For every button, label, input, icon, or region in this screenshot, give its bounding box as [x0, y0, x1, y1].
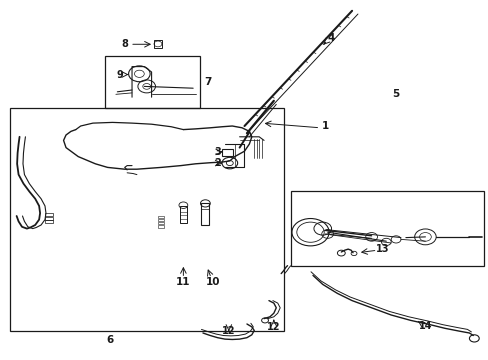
Bar	[154, 40, 162, 48]
Bar	[290, 191, 483, 266]
Text: 12: 12	[266, 322, 280, 332]
Text: 7: 7	[203, 77, 211, 87]
Text: 8: 8	[122, 39, 128, 49]
Text: 5: 5	[392, 89, 399, 99]
Bar	[201, 203, 209, 225]
Text: 12: 12	[222, 326, 235, 336]
Bar	[158, 225, 164, 228]
Text: 11: 11	[176, 276, 190, 287]
Text: 9: 9	[117, 69, 123, 80]
Text: 3: 3	[214, 147, 221, 157]
Text: 14: 14	[418, 321, 431, 331]
Bar	[45, 220, 53, 223]
Bar	[45, 217, 53, 220]
Text: 4: 4	[327, 33, 335, 43]
Bar	[158, 216, 164, 218]
Bar	[158, 222, 164, 224]
Bar	[105, 56, 200, 108]
Text: 6: 6	[106, 335, 113, 345]
Bar	[180, 206, 186, 223]
Text: 2: 2	[214, 158, 221, 168]
Text: 13: 13	[375, 244, 388, 254]
Bar	[45, 213, 53, 216]
Text: 10: 10	[205, 276, 220, 287]
Bar	[158, 219, 164, 221]
Bar	[10, 108, 283, 331]
Bar	[222, 149, 233, 156]
Text: 1: 1	[321, 121, 328, 131]
